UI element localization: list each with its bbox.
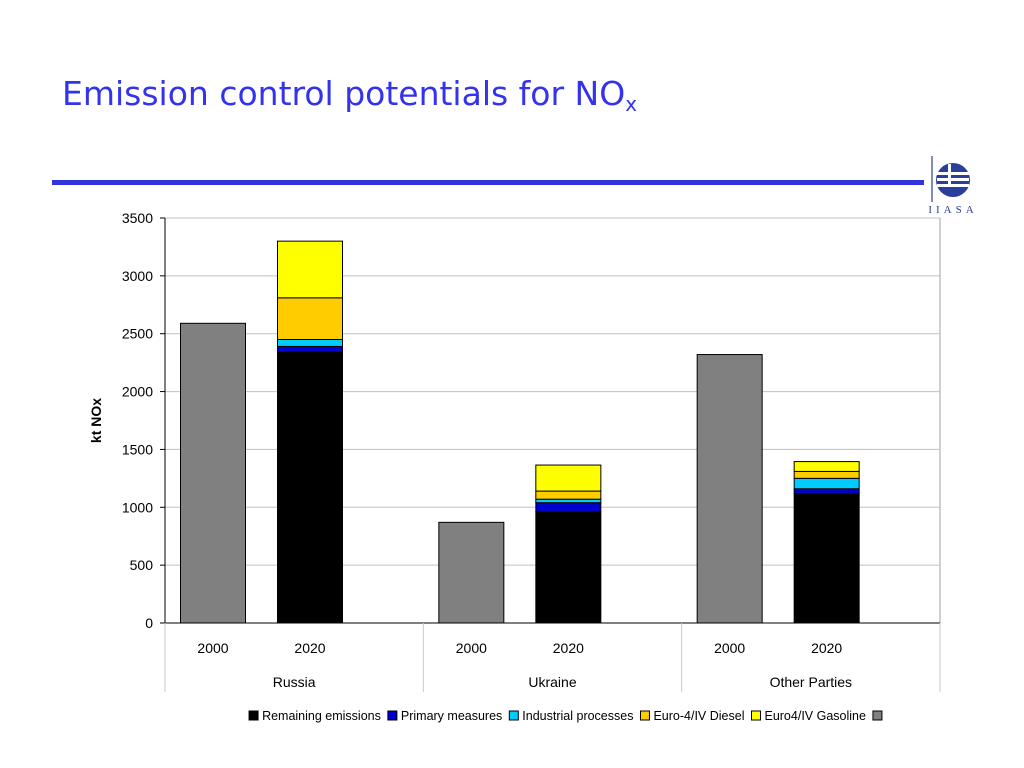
- y-tick-label: 500: [130, 557, 154, 573]
- bar-segment: [535, 490, 602, 500]
- legend-swatch: [248, 710, 259, 721]
- y-tick-label: 3500: [122, 210, 153, 226]
- bar-segment: [535, 511, 602, 624]
- y-tick-label: 2000: [122, 384, 153, 400]
- bar-segment: [180, 322, 246, 624]
- bar-segment: [535, 502, 602, 513]
- legend-label: Remaining emissions: [262, 709, 381, 723]
- x-tick-label: 2000: [197, 640, 228, 656]
- legend-swatch: [872, 710, 883, 721]
- x-tick-label: 2020: [553, 640, 584, 656]
- legend-label: Euro4/IV Gasoline: [764, 709, 865, 723]
- x-tick-label: 2020: [294, 640, 325, 656]
- slide-title: Emission control potentials for NOx: [62, 74, 637, 116]
- y-tick-label: 1000: [122, 499, 153, 515]
- x-tick-label: 2020: [811, 640, 842, 656]
- bar-segment: [793, 488, 860, 494]
- slide-title-main: Emission control potentials for NO: [62, 74, 626, 113]
- bar-segment: [793, 492, 860, 624]
- bar-segment: [277, 351, 343, 624]
- legend-swatch: [639, 710, 650, 721]
- group-label: Russia: [273, 674, 316, 690]
- bar-segment: [793, 477, 860, 490]
- y-tick-label: 3000: [122, 268, 153, 284]
- bar-segment: [696, 354, 763, 624]
- globe-icon: [936, 163, 970, 197]
- group-label: Other Parties: [770, 674, 852, 690]
- x-tick-label: 2000: [714, 640, 745, 656]
- bar-segment: [535, 498, 602, 504]
- group-label: Ukraine: [528, 674, 576, 690]
- legend-swatch: [750, 710, 761, 721]
- bar-segment: [277, 240, 343, 299]
- bar-segment: [793, 470, 860, 479]
- legend-label: Euro-4/IV Diesel: [653, 709, 744, 723]
- y-tick-label: 0: [145, 615, 153, 631]
- bar-segment: [277, 345, 343, 353]
- bar-segment: [438, 521, 505, 624]
- iiasa-logo: IIASA: [928, 156, 976, 216]
- y-tick-label: 1500: [122, 441, 153, 457]
- bar-segment: [277, 339, 343, 347]
- y-tick-label: 2500: [122, 326, 153, 342]
- legend: Remaining emissions Primary measures Indus…: [248, 709, 883, 723]
- bar-segment: [535, 464, 602, 492]
- y-axis-label: kt NOx: [88, 398, 104, 443]
- bar-segment: [277, 297, 343, 341]
- slide-title-subscript: x: [625, 92, 638, 116]
- legend-swatch: [387, 710, 398, 721]
- legend-label: Primary measures: [401, 709, 502, 723]
- legend-label: Industrial processes: [522, 709, 633, 723]
- bars: [180, 240, 860, 624]
- legend-swatch: [508, 710, 519, 721]
- axes: 0 500 1000 1500 2000 2500 3000 3500 2000 2020 Russ…: [122, 210, 941, 692]
- logo-text: IIASA: [928, 204, 976, 216]
- x-tick-label: 2000: [456, 640, 487, 656]
- bar-segment: [793, 461, 860, 472]
- title-rule: [52, 180, 924, 185]
